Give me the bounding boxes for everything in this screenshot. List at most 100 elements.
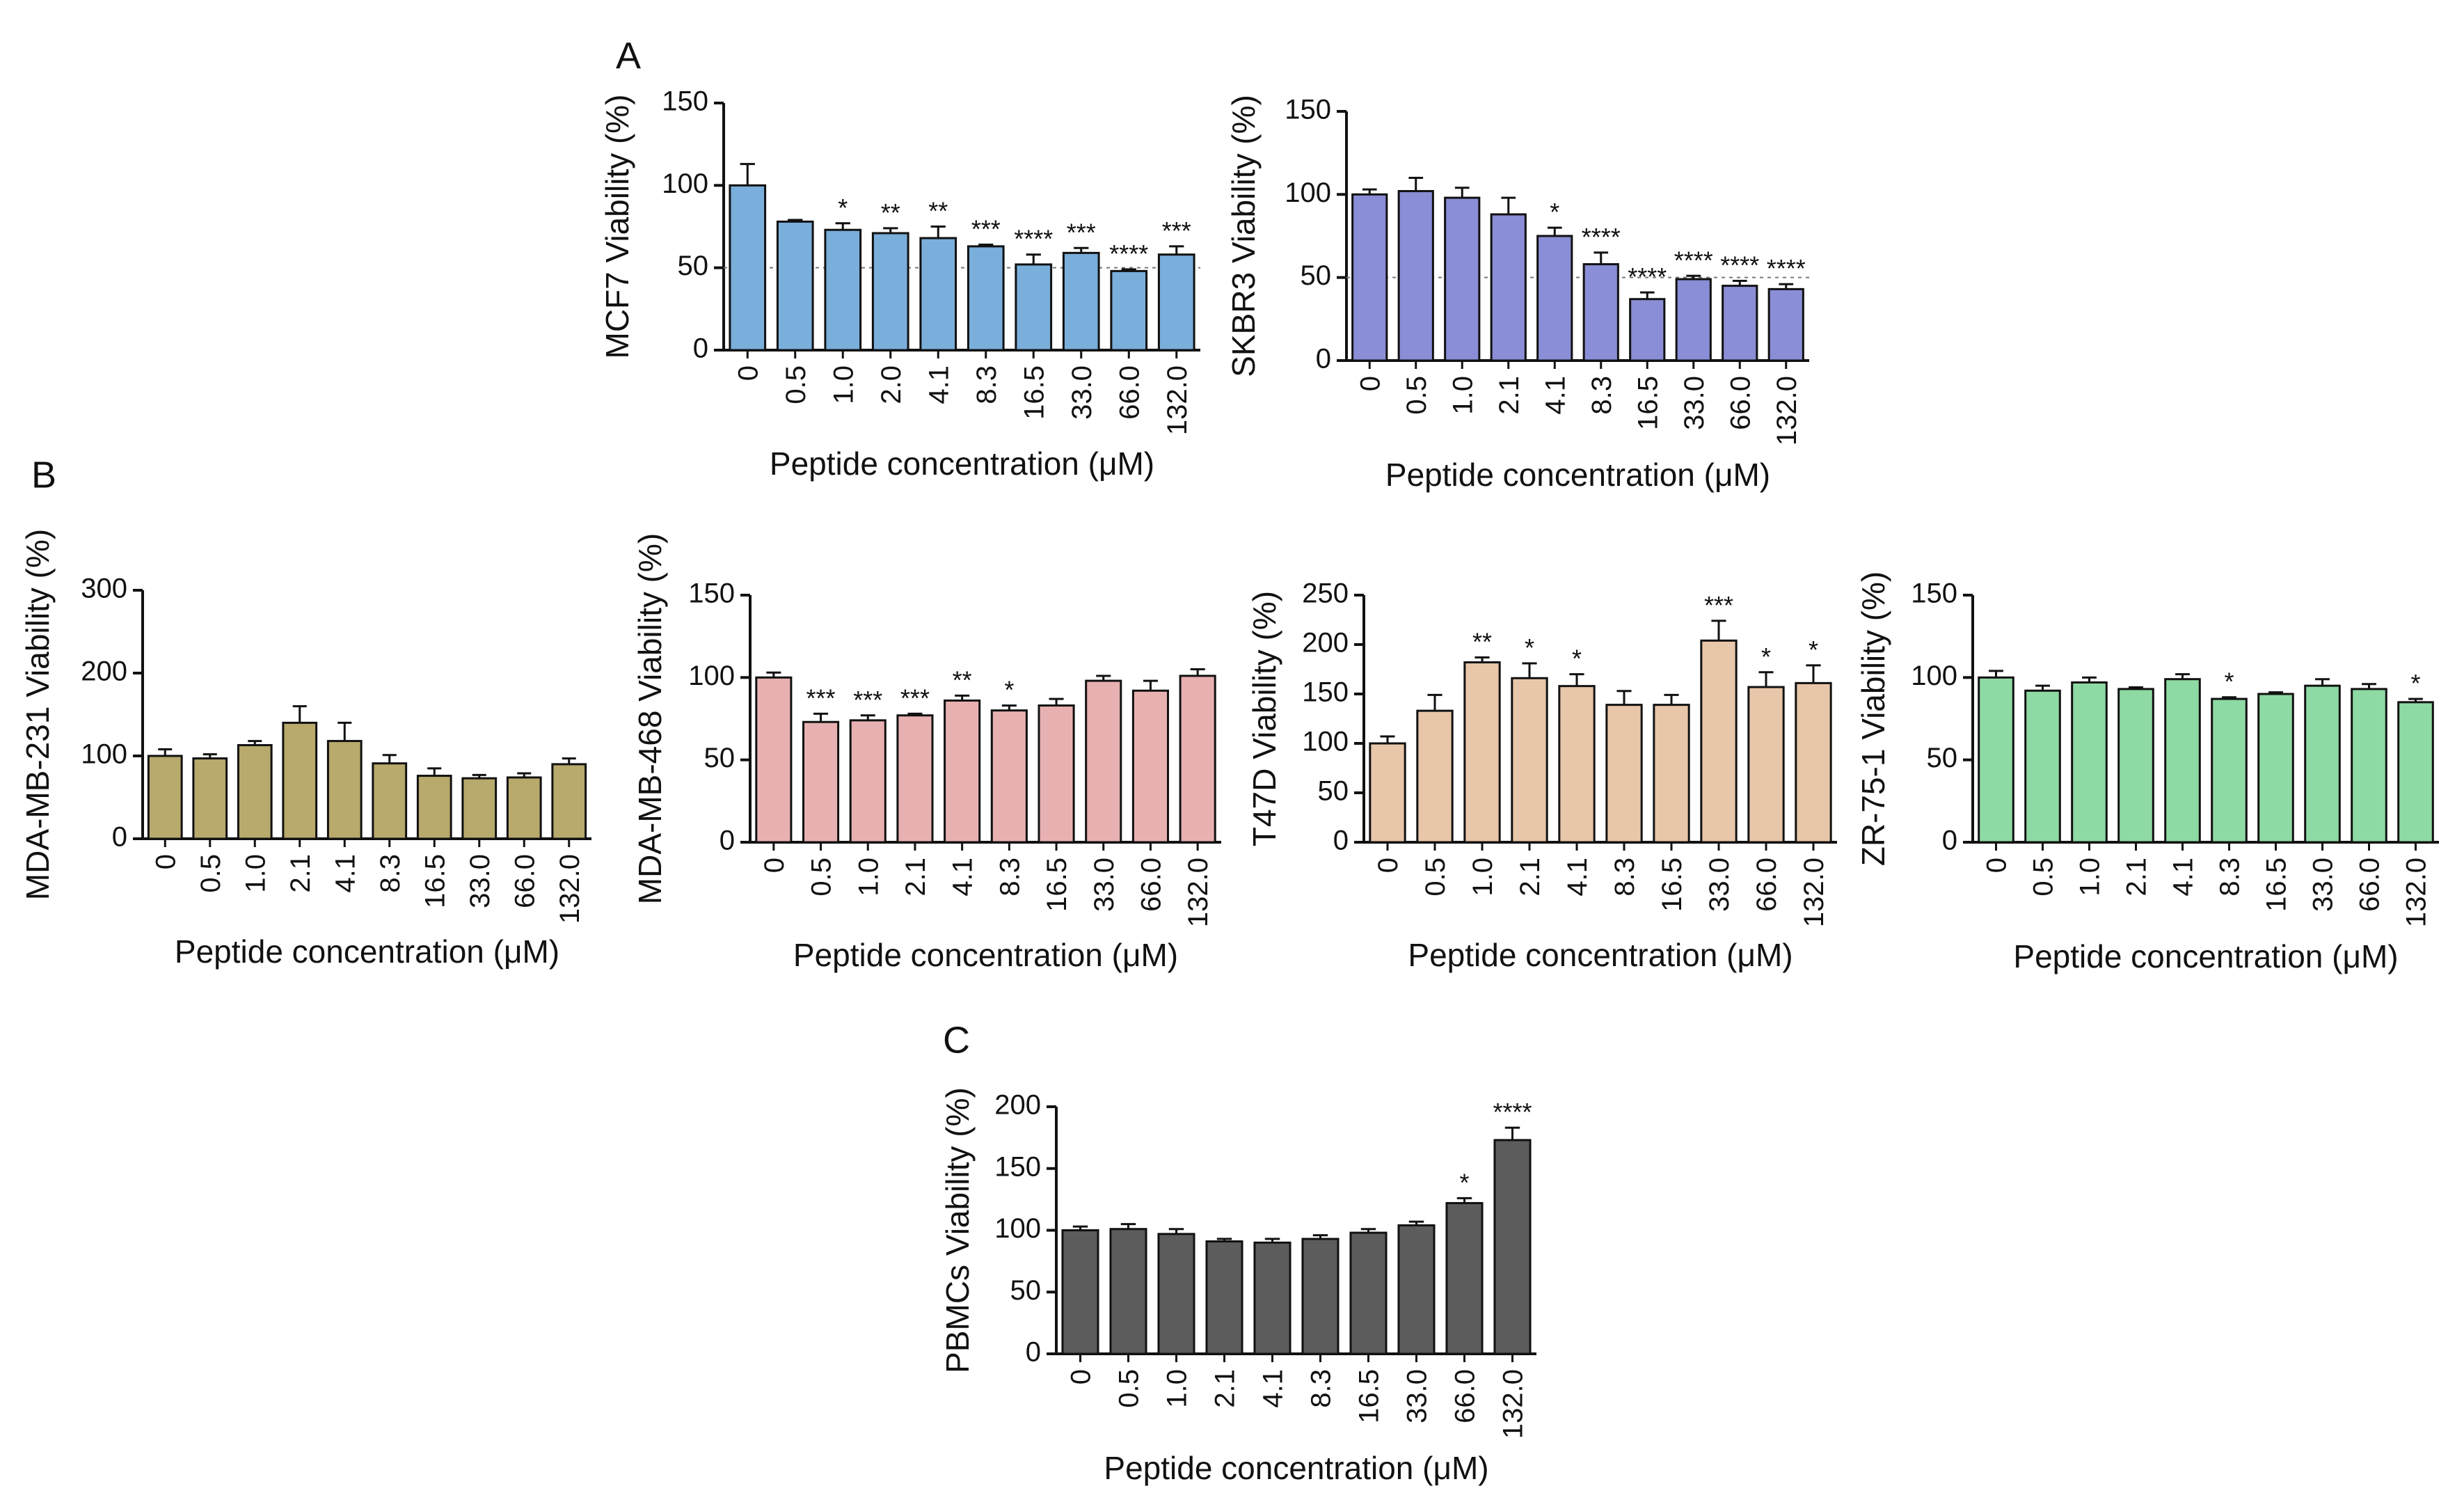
x-tick-label: 1.0 [1447, 376, 1478, 415]
y-tick-label: 50 [1301, 260, 1332, 291]
y-tick-label: 150 [1285, 95, 1331, 125]
bar [1558, 685, 1596, 844]
significance-label: **** [1109, 239, 1148, 268]
x-tick-label: 16.5 [1354, 1369, 1385, 1423]
bar [282, 721, 318, 840]
y-tick-label: 150 [994, 1151, 1041, 1182]
significance-label: * [1459, 1168, 1469, 1197]
bar [2351, 688, 2387, 844]
significance-label: **** [1674, 246, 1713, 274]
chart-mcf7-viability: A 0 50 100 150 0 0.5 * 1.0 ** 2.0 ** 4.1 *** 8.3 **** 16… [599, 35, 1200, 482]
bar [802, 720, 840, 844]
bar [919, 237, 957, 352]
significance-label: **** [1582, 223, 1621, 251]
x-tick-label: 4.1 [330, 854, 360, 893]
significance-label: ** [881, 198, 900, 227]
bar [551, 763, 587, 840]
bar [1795, 681, 1832, 844]
y-tick-label: 50 [678, 251, 709, 281]
y-axis-title: T47D Viability (%) [1246, 591, 1282, 846]
x-tick-label: 2.1 [900, 858, 931, 897]
significance-label: ** [1472, 627, 1492, 656]
y-tick-label: 50 [1318, 776, 1349, 807]
x-axis-title: Peptide concentration (μM) [1104, 1450, 1488, 1486]
x-tick-label: 8.3 [1306, 1369, 1337, 1408]
x-tick-label: 0.5 [1114, 1369, 1145, 1408]
bar [416, 775, 452, 840]
bar [967, 245, 1005, 352]
x-tick-label: 2.1 [2122, 858, 2152, 897]
x-axis-title: Peptide concentration (μM) [175, 933, 559, 970]
significance-label: **** [1628, 262, 1667, 291]
bar [1253, 1241, 1291, 1355]
bar [1675, 278, 1712, 362]
x-tick-label: 1.0 [1162, 1369, 1193, 1408]
x-tick-label: 1.0 [1468, 858, 1498, 897]
y-tick-label: 100 [1911, 661, 1957, 691]
x-tick-label: 132.0 [1799, 858, 1829, 927]
y-tick-label: 100 [1285, 177, 1331, 208]
bar [1109, 1228, 1147, 1355]
bar [147, 755, 183, 840]
y-tick-label: 150 [662, 86, 708, 117]
y-axis-title: PBMCs Viability (%) [939, 1087, 976, 1373]
x-tick-label: 0 [759, 858, 790, 873]
x-tick-label: 16.5 [1042, 858, 1072, 912]
bar [1490, 213, 1527, 362]
bar [1445, 1201, 1484, 1355]
y-axis-title: MCF7 Viability (%) [599, 95, 635, 359]
x-axis-title: Peptide concentration (μM) [793, 937, 1178, 973]
significance-label: * [838, 194, 848, 222]
x-tick-label: 2.1 [1515, 858, 1545, 897]
x-tick-label: 2.0 [876, 365, 907, 404]
bar [1179, 674, 1216, 844]
x-tick-label: 66.0 [509, 854, 540, 908]
bar [1085, 679, 1122, 844]
y-tick-label: 50 [1010, 1275, 1042, 1306]
bar [2117, 688, 2154, 844]
bar [1397, 1224, 1436, 1355]
bar [372, 762, 408, 840]
significance-label: **** [1493, 1098, 1532, 1126]
y-tick-label: 0 [693, 333, 708, 364]
x-tick-label: 132.0 [2401, 858, 2432, 927]
x-tick-label: 2.1 [285, 854, 316, 893]
bar [776, 220, 814, 352]
x-tick-label: 4.1 [1258, 1369, 1289, 1408]
bar [1653, 704, 1690, 844]
x-tick-label: 4.1 [948, 858, 978, 897]
x-tick-label: 132.0 [1183, 858, 1214, 927]
x-tick-label: 33.0 [2308, 858, 2339, 912]
panel-letter: C [943, 1019, 970, 1061]
chart-pbmcs-viability: C 0 50 100 150 200 0 0.5 1.0 2.1 4.1 8.3 16.5 33.0 * 66… [939, 1019, 1536, 1486]
chart-zr-75-1-viability: 0 50 100 150 0 0.5 1.0 2.1 4.1 * 8.3 16.5 33.0 66.0 * 1… [1855, 571, 2439, 974]
x-tick-label: 33.0 [465, 854, 495, 908]
x-tick-label: 16.5 [2262, 858, 2292, 912]
x-axis-title: Peptide concentration (μM) [1408, 937, 1793, 973]
bar [1493, 1139, 1532, 1355]
bar [506, 776, 542, 840]
y-tick-label: 250 [1302, 578, 1349, 609]
bar [1038, 704, 1075, 844]
significance-label: * [2410, 669, 2420, 697]
significance-label: *** [1162, 216, 1191, 245]
significance-label: * [2224, 668, 2234, 696]
significance-label: **** [1014, 225, 1053, 253]
x-tick-label: 16.5 [1632, 376, 1663, 430]
y-tick-label: 0 [1942, 826, 1957, 856]
y-tick-label: 50 [1927, 743, 1958, 773]
significance-label: *** [971, 215, 1001, 244]
bar [990, 709, 1028, 844]
bar [1511, 677, 1548, 844]
x-tick-label: 66.0 [1136, 858, 1166, 912]
bar [1349, 1231, 1388, 1355]
bar [2211, 697, 2248, 844]
x-tick-label: 33.0 [1089, 858, 1120, 912]
significance-label: * [1550, 198, 1559, 226]
significance-label: ** [953, 665, 972, 694]
x-tick-label: 132.0 [1772, 376, 1802, 445]
y-axis-title: SKBR3 Viability (%) [1225, 95, 1262, 377]
x-tick-label: 66.0 [1751, 858, 1782, 912]
significance-label: ** [928, 197, 948, 226]
